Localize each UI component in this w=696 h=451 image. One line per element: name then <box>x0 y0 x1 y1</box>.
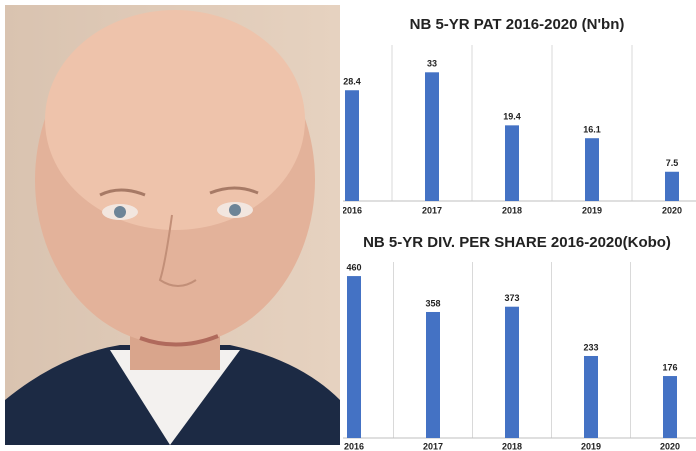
value-label: 233 <box>583 342 598 352</box>
chart-title: NB 5-YR DIV. PER SHARE 2016-2020(Kobo) <box>363 234 671 251</box>
chart-title: NB 5-YR PAT 2016-2020 (N'bn) <box>410 16 625 33</box>
x-tick-label: 2016 <box>344 441 364 451</box>
bar <box>426 311 440 438</box>
x-tick-label: 2019 <box>582 205 602 215</box>
x-tick-label: 2020 <box>660 441 680 451</box>
x-tick-label: 2016 <box>342 205 362 215</box>
bar <box>425 72 439 201</box>
bar <box>347 276 361 438</box>
value-label: 16.1 <box>583 125 601 135</box>
bar <box>505 306 519 438</box>
x-tick-label: 2019 <box>581 441 601 451</box>
value-label: 460 <box>346 262 361 272</box>
portrait-photo <box>5 5 340 445</box>
x-tick-label: 2017 <box>423 441 443 451</box>
x-tick-label: 2018 <box>502 205 522 215</box>
x-tick-label: 2020 <box>662 205 682 215</box>
x-tick-label: 2018 <box>502 441 522 451</box>
bar <box>505 125 519 201</box>
value-label: 28.4 <box>343 77 361 87</box>
bar <box>665 171 679 201</box>
bar <box>345 90 359 201</box>
bar <box>585 138 599 201</box>
value-label: 19.4 <box>503 112 521 122</box>
value-label: 7.5 <box>666 158 679 168</box>
x-tick-label: 2017 <box>422 205 442 215</box>
bar <box>663 376 677 438</box>
bar <box>584 355 598 438</box>
value-label: 373 <box>504 293 519 303</box>
charts: NB 5-YR PAT 2016-2020 (N'bn) 28.4 2016 33 20… <box>342 16 696 451</box>
value-label: 358 <box>425 298 440 308</box>
value-label: 33 <box>427 59 437 69</box>
value-label: 176 <box>662 362 677 372</box>
